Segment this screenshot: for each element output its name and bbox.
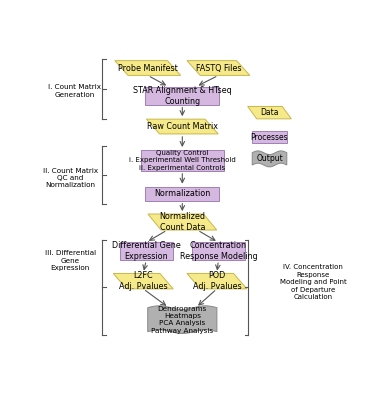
Polygon shape (148, 306, 217, 334)
Text: Processes: Processes (251, 133, 288, 142)
Text: Data: Data (260, 108, 279, 117)
FancyBboxPatch shape (120, 242, 173, 260)
Polygon shape (252, 151, 287, 167)
Polygon shape (187, 61, 250, 76)
Polygon shape (187, 274, 247, 289)
Text: II. Count Matrix
QC and
Normalization: II. Count Matrix QC and Normalization (43, 168, 98, 188)
FancyBboxPatch shape (192, 242, 245, 260)
Text: I. Count Matrix
Generation: I. Count Matrix Generation (48, 84, 101, 98)
Text: Quality Control
i. Experimental Well Threshold
ii. Experimental Controls: Quality Control i. Experimental Well Thr… (129, 150, 236, 171)
FancyBboxPatch shape (146, 87, 219, 105)
Text: IV. Concentration
Response
Modeling and Point
of Departure
Calculation: IV. Concentration Response Modeling and … (280, 264, 346, 300)
Text: L2FC
Adj. Pvalues: L2FC Adj. Pvalues (119, 271, 168, 291)
Polygon shape (113, 274, 173, 289)
Text: STAR Alignment & HTseq
Counting: STAR Alignment & HTseq Counting (133, 86, 232, 106)
FancyBboxPatch shape (146, 186, 219, 201)
Polygon shape (115, 61, 181, 76)
Text: Output: Output (256, 154, 283, 163)
Text: Raw Count Matrix: Raw Count Matrix (147, 122, 218, 131)
Polygon shape (248, 106, 291, 119)
Text: III. Differential
Gene
Expression: III. Differential Gene Expression (45, 250, 96, 271)
Text: FASTQ Files: FASTQ Files (196, 64, 241, 72)
FancyBboxPatch shape (252, 131, 287, 144)
Text: Normalization: Normalization (154, 189, 210, 198)
Text: Normalized
Count Data: Normalized Count Data (159, 212, 205, 232)
Text: Dendrograms
Heatmaps
PCA Analysis
Pathway Analysis: Dendrograms Heatmaps PCA Analysis Pathwa… (151, 306, 213, 334)
Text: POD
Adj. Pvalues: POD Adj. Pvalues (192, 271, 241, 291)
FancyBboxPatch shape (141, 150, 223, 171)
Text: Probe Manifest: Probe Manifest (118, 64, 178, 72)
Polygon shape (148, 214, 217, 230)
Text: Differential Gene
Expression: Differential Gene Expression (112, 242, 180, 261)
Polygon shape (146, 119, 218, 134)
Text: Concentration
Response Modeling: Concentration Response Modeling (180, 242, 257, 261)
